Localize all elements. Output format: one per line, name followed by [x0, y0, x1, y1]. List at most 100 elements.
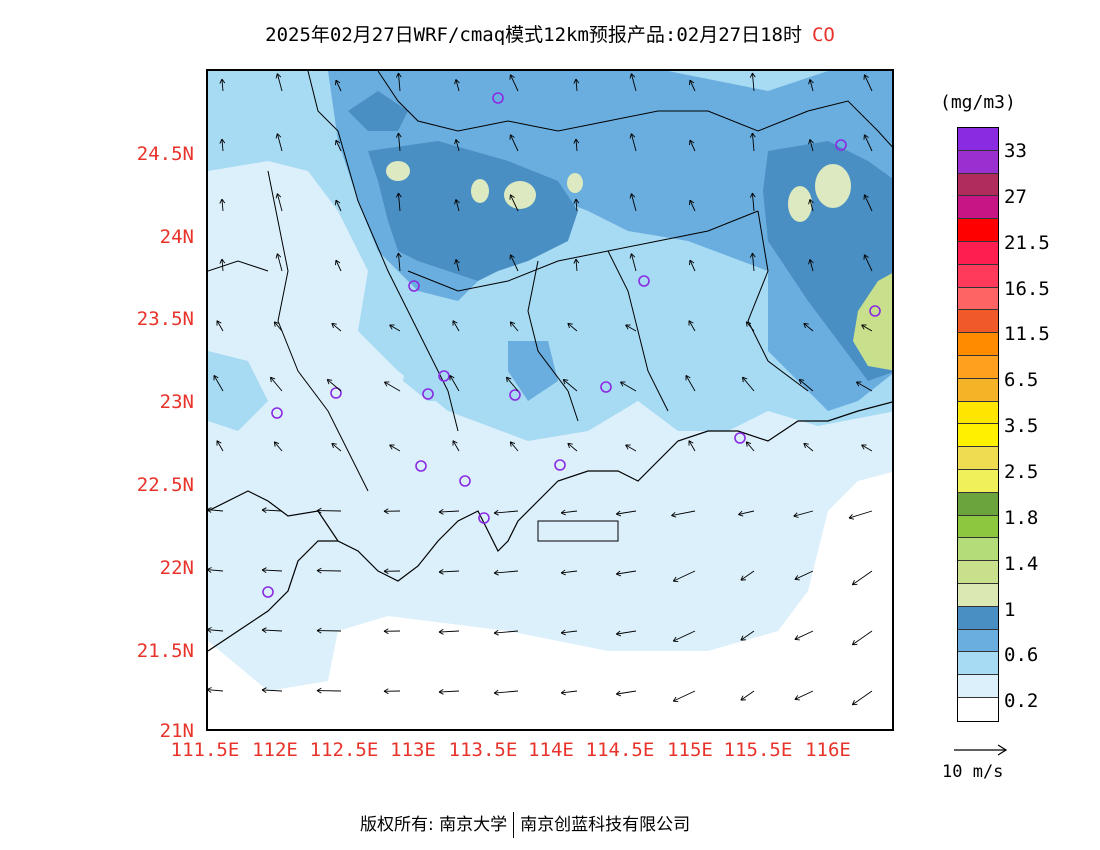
wind-arrow: [493, 629, 519, 636]
wind-arrow: [509, 194, 519, 212]
colorbar-swatch: [958, 583, 998, 607]
lon-label: 113.5E: [448, 739, 518, 761]
wind-arrow: [689, 139, 696, 152]
wind-arrow: [275, 133, 283, 152]
colorbar-swatch: [958, 538, 998, 562]
wind-arrow: [629, 73, 637, 92]
wind-arrow: [454, 259, 460, 272]
wind-arrow: [509, 74, 519, 92]
wind-arrow: [688, 440, 696, 452]
lat-label: 22.5N: [136, 474, 194, 496]
wind-arrow: [688, 320, 696, 332]
wind-arrow: [749, 252, 756, 272]
copyright-footer: 版权所有: 南京大学 南京创蓝科技有限公司: [360, 810, 690, 838]
station-marker: [638, 275, 650, 287]
wind-arrow: [261, 567, 283, 574]
colorbar-label: 6.5: [1004, 369, 1039, 391]
station-marker: [478, 512, 490, 524]
station-marker: [459, 475, 471, 487]
wind-arrow: [629, 193, 637, 212]
wind-arrow: [331, 322, 342, 332]
colorbar-swatch: [958, 310, 998, 334]
wind-arrow: [509, 254, 519, 272]
wind-arrow: [335, 259, 342, 272]
station-marker: [422, 388, 434, 400]
wind-arrow: [629, 253, 637, 272]
colorbar-label: 1.4: [1004, 553, 1039, 575]
colorbar-label: 1: [1004, 599, 1016, 621]
admin-boundary-9: [307, 71, 339, 132]
colorbar-label: 11.5: [1004, 323, 1050, 345]
wind-arrow: [794, 570, 814, 581]
colorbar-swatch: [958, 378, 998, 402]
wind-arrow: [493, 509, 519, 516]
wind-arrow: [863, 194, 873, 212]
colorbar-swatch: [958, 241, 998, 265]
lon-label: 112.5E: [309, 739, 379, 761]
wind-arrow: [261, 687, 283, 694]
wind-arrow: [573, 78, 580, 92]
colorbar: [957, 127, 999, 722]
lon-label: 111.5E: [170, 739, 240, 761]
wind-arrow: [620, 381, 637, 392]
wind-arrow: [395, 252, 402, 272]
title-species: CO: [811, 24, 835, 46]
station-marker: [554, 459, 566, 471]
wind-arrow: [335, 79, 342, 92]
wind-arrow: [509, 321, 519, 332]
wind-arrow: [438, 628, 460, 635]
wind-arrow: [383, 568, 401, 575]
wind-arrow: [749, 132, 756, 152]
title-main: 2025年02月27日WRF/cmaq模式12km预报产品:02月27日18时: [265, 24, 802, 46]
colorbar-swatch: [958, 515, 998, 539]
colorbar-swatch: [958, 675, 998, 698]
wind-arrow: [685, 375, 696, 392]
wind-arrow: [738, 510, 755, 517]
admin-boundary-4: [527, 260, 579, 422]
wind-arrow: [389, 324, 401, 332]
wind-arrow: [273, 441, 283, 452]
contour-1-2-e: [815, 164, 851, 208]
copyright-owner: 版权所有: 南京大学: [360, 815, 508, 835]
wind-arrow: [567, 322, 578, 332]
station-marker: [262, 586, 274, 598]
contour-0-6-b: [208, 351, 268, 431]
wind-arrow: [454, 199, 460, 212]
lon-label: 115.5E: [723, 739, 793, 761]
wind-arrow: [741, 376, 755, 392]
colorbar-swatch: [958, 424, 998, 448]
admin-boundary-7: [807, 100, 892, 148]
map-panel: [206, 69, 894, 731]
lon-label: 114E: [528, 739, 574, 761]
colorbar-swatch: [958, 333, 998, 356]
station-marker: [438, 370, 450, 382]
wind-arrow: [615, 510, 637, 517]
admin-boundary-8: [208, 260, 269, 272]
colorbar-swatch: [958, 606, 998, 630]
vector-reference-label: 10 m/s: [942, 762, 1004, 782]
wind-arrow: [808, 259, 814, 272]
wind-arrow: [438, 568, 460, 575]
lat-label: 21N: [159, 720, 194, 742]
station-marker: [408, 280, 420, 292]
wind-arrow: [851, 570, 873, 586]
wind-arrow: [562, 378, 578, 392]
colorbar-swatch: [958, 219, 998, 242]
wind-arrow: [567, 442, 578, 452]
wind-arrow: [625, 444, 637, 452]
wind-arrow: [560, 689, 578, 696]
wind-arrow: [454, 79, 460, 92]
admin-boundary-3: [407, 210, 759, 292]
colorbar-swatch: [958, 196, 998, 220]
wind-arrow: [208, 627, 224, 633]
wind-arrow: [261, 627, 283, 634]
wind-arrow: [793, 510, 814, 518]
colorbar-swatch: [958, 401, 998, 425]
wind-arrow: [863, 74, 873, 92]
wind-arrow: [861, 324, 873, 332]
wind-arrow: [689, 79, 696, 92]
wind-arrow: [740, 630, 755, 641]
lon-label: 116E: [805, 739, 851, 761]
wind-arrow: [216, 320, 224, 332]
wind-arrow: [269, 376, 283, 392]
